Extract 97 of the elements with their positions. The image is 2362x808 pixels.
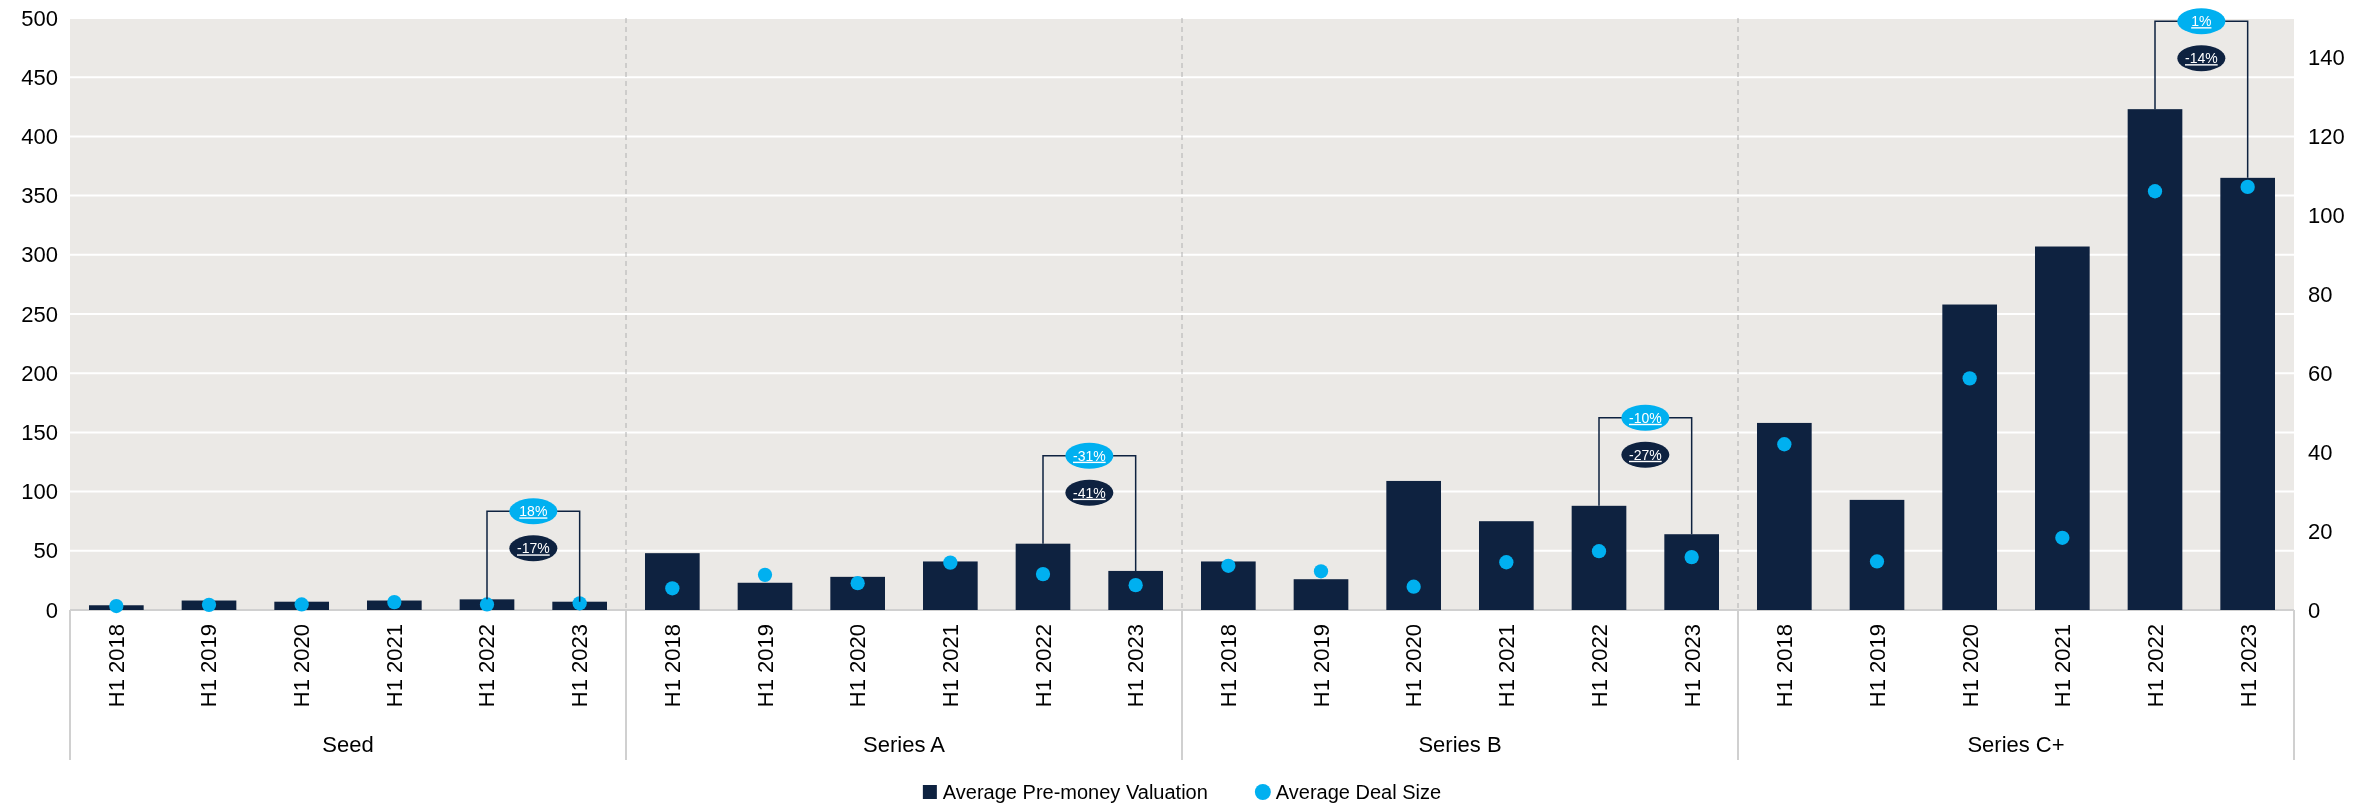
text: Series B (1418, 732, 1502, 757)
x-tick-label: H1 2019 (1864, 624, 1890, 708)
x-tick-label: H1 2019 (1308, 624, 1334, 708)
annotation: -31% (1072, 447, 1106, 464)
x-tick-label: H1 2021 (1494, 624, 1520, 708)
y-tick-label: 0 (45, 597, 58, 623)
point (1221, 558, 1236, 573)
annotation: -27% (1628, 446, 1662, 463)
y-tick-label: 450 (21, 64, 58, 90)
point (943, 555, 958, 570)
point (850, 576, 865, 591)
y2-tick-label: 80 (2308, 281, 2333, 307)
bar (1479, 521, 1534, 610)
x-tick-label: H1 2023 (567, 624, 593, 708)
point (1869, 554, 1885, 569)
y2-tick-label: 40 (2308, 439, 2333, 465)
x-tick-label: H1 2019 (196, 624, 222, 708)
x-tick-label: H1 2021 (937, 624, 963, 708)
annotation: -10% (1628, 409, 1662, 426)
bar (1108, 570, 1163, 610)
annotation: 18% (519, 503, 548, 520)
x-tick-label: H1 2018 (1216, 624, 1242, 708)
legend-label: Average Deal Size (1275, 781, 1442, 803)
annotation: -41% (1072, 484, 1106, 501)
y-tick-label: 400 (21, 123, 58, 149)
y2-tick-label: 140 (2308, 45, 2345, 71)
x-tick-label: H1 2023 (1679, 624, 1705, 708)
x-tick-label: H1 2022 (474, 624, 500, 708)
point (757, 567, 773, 582)
bar (2127, 109, 2183, 610)
bar (1849, 499, 1905, 610)
y-tick-label: 350 (21, 183, 58, 209)
x-tick-label: H1 2022 (2143, 624, 2169, 708)
y-tick-label: 250 (21, 301, 58, 327)
point (1035, 566, 1051, 582)
y-tick-label: 200 (21, 360, 58, 386)
legend-label: Average Pre-money Valuation (942, 781, 1208, 803)
point (1684, 549, 1699, 565)
y2-tick-label: 20 (2308, 518, 2333, 544)
x-tick-label: H1 2021 (2050, 624, 2076, 708)
point (387, 594, 402, 610)
bar (1386, 480, 1441, 610)
y2-tick-label: 100 (2308, 202, 2345, 228)
point (479, 597, 495, 612)
y-tick-label: 150 (21, 419, 58, 445)
point (1406, 579, 1421, 594)
point (2055, 530, 2070, 545)
point (294, 597, 309, 612)
point (1313, 564, 1329, 579)
bar (1664, 534, 1719, 610)
x-tick-label: H1 2020 (1957, 624, 1983, 708)
text: Seed (322, 732, 374, 757)
point (572, 596, 587, 611)
bar (1201, 561, 1256, 610)
annotation: -14% (2184, 50, 2218, 67)
x-tick-label: H1 2020 (1401, 624, 1427, 708)
point (201, 597, 217, 612)
y2-tick-label: 60 (2308, 360, 2333, 386)
bar (2035, 246, 2090, 610)
bar (1293, 579, 1349, 610)
x-tick-label: H1 2020 (845, 624, 871, 708)
annotation: 1% (2191, 13, 2212, 30)
x-tick-label: H1 2018 (659, 624, 685, 708)
x-tick-label: H1 2020 (289, 624, 314, 708)
y2-tick-label: 0 (2308, 597, 2321, 623)
x-tick-label: H1 2021 (381, 624, 407, 708)
text: Series C+ (1967, 732, 2065, 757)
x-tick-label: H1 2019 (752, 624, 778, 708)
y-tick-label: 500 (21, 5, 58, 31)
point (1962, 371, 1977, 386)
bar (2220, 177, 2275, 610)
bar (645, 553, 700, 610)
y-tick-label: 300 (21, 242, 58, 268)
bar (737, 582, 793, 610)
annotation: -17% (516, 540, 550, 557)
bar (1942, 304, 1997, 610)
point (1499, 555, 1514, 570)
bar (830, 576, 885, 610)
point (109, 598, 124, 614)
bar (1015, 543, 1071, 610)
y-tick-label: 50 (33, 538, 58, 564)
point (1777, 437, 1792, 452)
x-tick-label: H1 2023 (1123, 624, 1149, 708)
x-tick-label: H1 2018 (1772, 624, 1798, 708)
point (2240, 179, 2255, 195)
y2-tick-label: 120 (2308, 123, 2345, 149)
bar (1571, 505, 1627, 610)
point (1591, 544, 1607, 559)
x-tick-label: H1 2022 (1030, 624, 1056, 708)
point (2147, 184, 2163, 199)
x-tick-label: H1 2023 (2235, 624, 2261, 708)
y-tick-label: 100 (21, 479, 58, 505)
bar (923, 561, 978, 610)
text: Series A (863, 732, 946, 757)
bar (1757, 422, 1812, 610)
x-tick-label: H1 2022 (1586, 624, 1612, 708)
x-tick-label: H1 2018 (103, 624, 129, 708)
